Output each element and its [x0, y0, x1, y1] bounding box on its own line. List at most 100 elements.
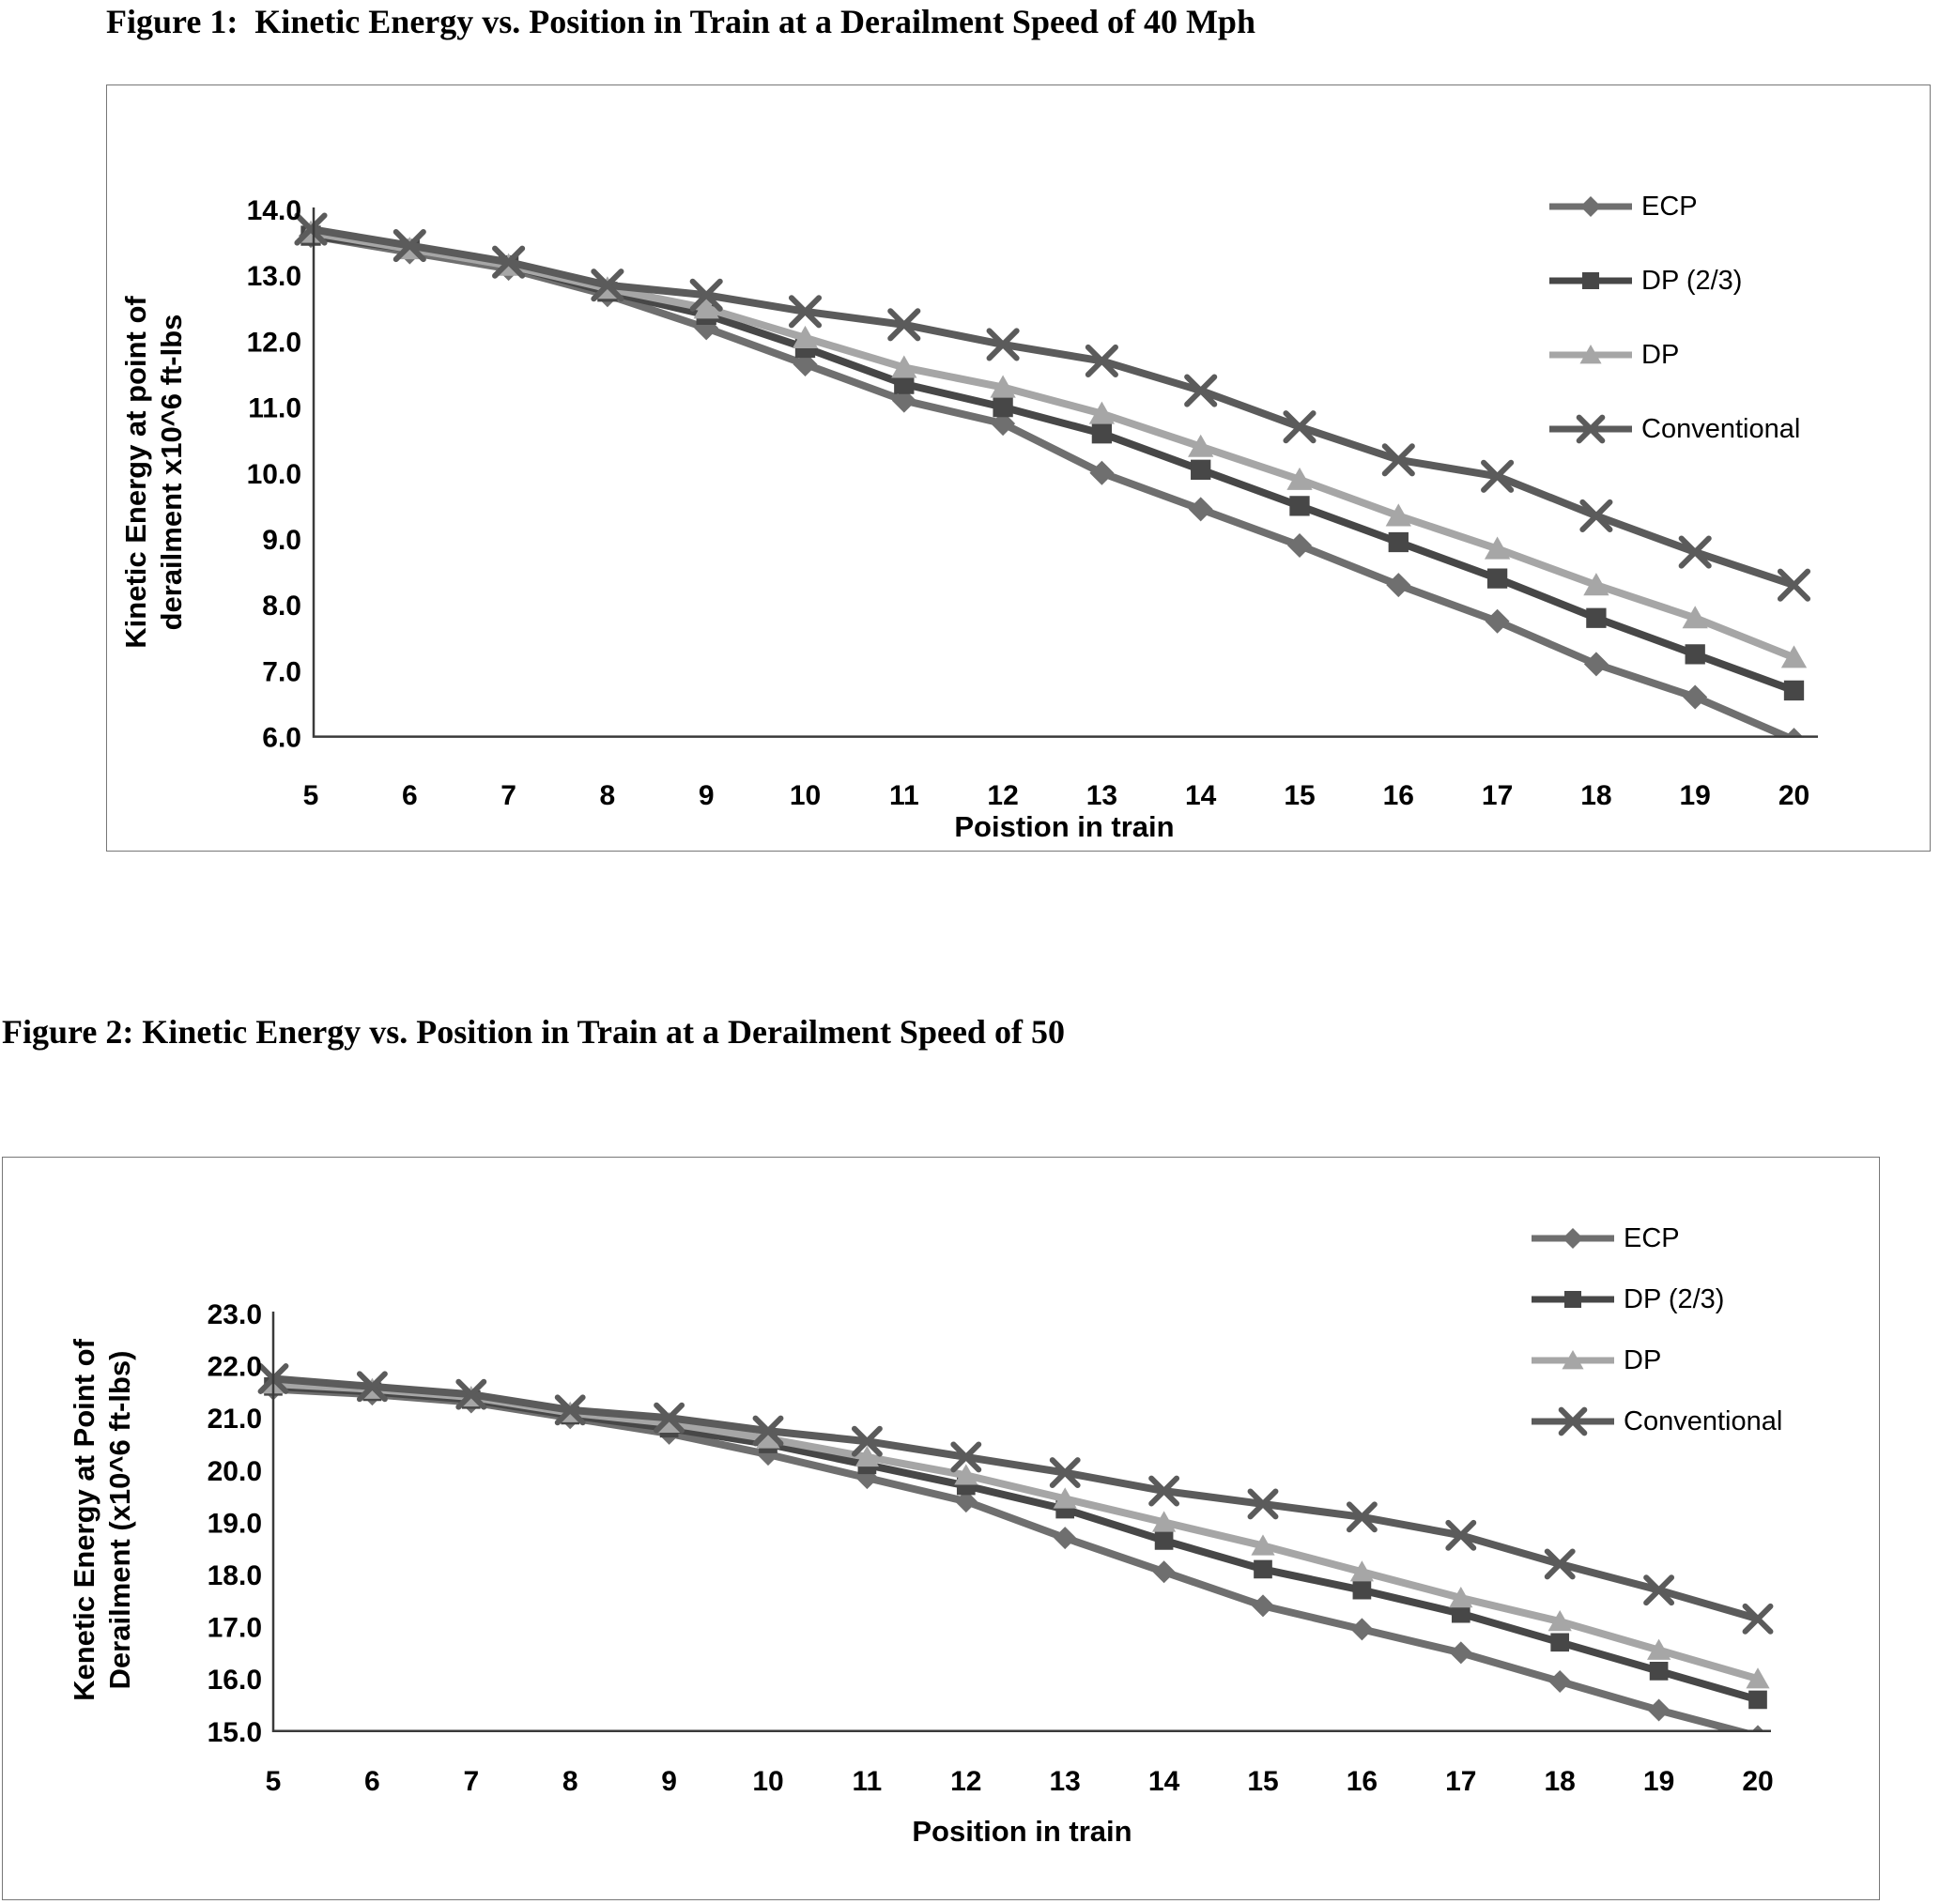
- ecp-diamond-marker-icon: [1252, 1594, 1274, 1618]
- ecp-diamond-marker-icon: [793, 351, 818, 376]
- legend-label-conventional: Conventional: [1624, 1405, 1783, 1436]
- dp-2-3-square-marker-icon: [1154, 1531, 1174, 1550]
- x-tick-label: 5: [303, 780, 319, 811]
- legend-item-dp: DP: [1530, 1344, 1661, 1376]
- legend-label-dp: DP: [1624, 1344, 1662, 1375]
- dp-triangle-marker-icon: [1562, 1350, 1584, 1370]
- dp-triangle-marker-icon: [954, 1464, 978, 1485]
- y-tick-label: 12.0: [247, 327, 301, 358]
- legend-key-ecp: [1549, 196, 1632, 217]
- series-line-ecp: [272, 1385, 1757, 1732]
- conventional-x-marker-icon: [455, 1378, 487, 1410]
- axis-lines: [271, 1312, 1771, 1733]
- series-line-conventional: [272, 1374, 1760, 1623]
- x-tick-label: 18: [1580, 780, 1611, 811]
- series-dp-2-3: [300, 225, 1805, 701]
- x-tick-label: 17: [1482, 780, 1513, 811]
- legend-key-dp-2-3: [1549, 271, 1632, 290]
- dp-2-3-square-marker-icon: [1451, 1604, 1470, 1623]
- conventional-x-marker-icon: [1678, 535, 1712, 569]
- ecp-diamond-marker-icon: [1583, 652, 1609, 677]
- dp-2-3-square-marker-icon: [1563, 1290, 1582, 1309]
- dp-triangle-marker-icon: [1780, 645, 1808, 668]
- ecp-diamond-marker-icon: [1386, 573, 1411, 598]
- legend-item-dp-2-3: DP (2/3): [1530, 1283, 1724, 1315]
- dp-triangle-marker-icon: [1746, 1667, 1770, 1689]
- figure1-plot-area: 14.0 13.0 12.0 11.0 10.0 9.0 8.0 7.0 6.05 6 7 8 9 10 1…: [247, 195, 1818, 811]
- conventional-x-marker-icon: [356, 1371, 388, 1403]
- y-tick-label: 15.0: [208, 1717, 262, 1748]
- conventional-x-marker-icon: [654, 1402, 685, 1434]
- ecp-diamond-marker-icon: [1750, 1725, 1765, 1732]
- x-tick-label: 6: [364, 1766, 380, 1797]
- conventional-x-marker-icon: [689, 278, 723, 312]
- x-tick-label: 7: [463, 1766, 479, 1797]
- conventional-x-marker-icon: [1381, 443, 1415, 477]
- ecp-diamond-marker-icon: [1152, 1560, 1176, 1584]
- y-tick-label: 13.0: [247, 261, 301, 292]
- y-tick-label: 18.0: [208, 1560, 262, 1591]
- dp-triangle-marker-icon: [1484, 536, 1511, 560]
- series-conventional: [257, 1363, 1774, 1635]
- dp-triangle-marker-icon: [1579, 345, 1602, 364]
- series-line-conventional: [310, 225, 1795, 589]
- x-tick-label: 20: [1742, 1766, 1773, 1797]
- x-tick-label: 17: [1445, 1766, 1476, 1797]
- conventional-x-marker-icon: [393, 229, 426, 263]
- dp-2-3-square-marker-icon: [1550, 1633, 1570, 1652]
- dp-2-3-square-marker-icon: [1254, 1559, 1272, 1579]
- x-tick-label: 10: [752, 1766, 783, 1797]
- y-tick-label: 9.0: [262, 525, 301, 556]
- dp-triangle-marker-icon: [756, 1427, 780, 1449]
- y-tick-label: 19.0: [208, 1508, 262, 1539]
- legend-key-ecp: [1532, 1228, 1614, 1249]
- dp-triangle-marker-icon: [1583, 573, 1609, 596]
- x-tick-label: 11: [889, 780, 919, 811]
- dp-2-3-square-marker-icon: [1748, 1690, 1767, 1710]
- dp-triangle-marker-icon: [1088, 401, 1116, 424]
- dp-triangle-marker-icon: [1349, 1560, 1374, 1582]
- conventional-x-marker-icon: [1544, 1548, 1576, 1580]
- conventional-x-marker-icon: [554, 1394, 586, 1426]
- ecp-diamond-marker-icon: [1350, 1618, 1374, 1641]
- figure2-plot-area: 23.0 22.0 21.0 20.0 19.0 18.0 17.0 16.0 15.05 6 7 8…: [208, 1299, 1774, 1797]
- ecp-diamond-marker-icon: [1580, 196, 1601, 217]
- conventional-x-marker-icon: [986, 328, 1020, 361]
- x-tick-label: 12: [987, 780, 1018, 811]
- conventional-x-marker-icon: [1049, 1457, 1081, 1489]
- legend-item-conventional: Conventional: [1530, 1405, 1782, 1437]
- figure1-chart: 14.0 13.0 12.0 11.0 10.0 9.0 8.0 7.0 6.0 5 6 7 8 9 10 1…: [106, 84, 1931, 852]
- dp-triangle-marker-icon: [855, 1445, 879, 1467]
- conventional-x-marker-icon: [851, 1425, 883, 1457]
- x-tick-label: 8: [562, 1766, 578, 1797]
- dp-2-3-square-marker-icon: [993, 396, 1013, 418]
- dp-2-3-square-marker-icon: [894, 374, 915, 394]
- x-tick-label: 16: [1347, 1766, 1378, 1797]
- y-tick-label: 21.0: [208, 1404, 262, 1435]
- y-tick-label: 20.0: [208, 1456, 262, 1487]
- legend-label-dp-2-3: DP (2/3): [1624, 1283, 1725, 1314]
- dp-2-3-square-marker-icon: [1581, 271, 1600, 290]
- ecp-diamond-marker-icon: [1784, 728, 1804, 738]
- x-tick-label: 9: [699, 780, 715, 811]
- legend-item-dp: DP: [1547, 339, 1679, 371]
- dp-triangle-marker-icon: [1286, 467, 1313, 490]
- conventional-x-marker-icon: [887, 308, 921, 342]
- figure2-y-axis-title: Kenetic Energy at Point of Derailment (x…: [67, 1238, 142, 1802]
- dp-2-3-square-marker-icon: [1486, 568, 1508, 589]
- dp-triangle-marker-icon: [990, 375, 1016, 398]
- conventional-x-marker-icon: [1085, 344, 1118, 378]
- dp-2-3-square-marker-icon: [1388, 531, 1409, 553]
- figure2-chart: 23.0 22.0 21.0 20.0 19.0 18.0 17.0 16.0 15.0 5 6 7 8…: [2, 1157, 1880, 1900]
- ecp-diamond-marker-icon: [1089, 460, 1115, 485]
- ecp-diamond-marker-icon: [1563, 1228, 1583, 1249]
- conventional-x-marker-icon: [1579, 499, 1613, 532]
- dp-triangle-marker-icon: [1188, 434, 1214, 457]
- legend-label-dp-2-3: DP (2/3): [1641, 265, 1743, 296]
- legend-label-dp: DP: [1641, 339, 1680, 370]
- axis-lines: [312, 207, 1818, 738]
- conventional-x-marker-icon: [591, 269, 624, 302]
- ecp-diamond-marker-icon: [954, 1490, 978, 1513]
- dp-2-3-square-marker-icon: [1685, 644, 1705, 665]
- x-tick-label: 13: [1086, 780, 1117, 811]
